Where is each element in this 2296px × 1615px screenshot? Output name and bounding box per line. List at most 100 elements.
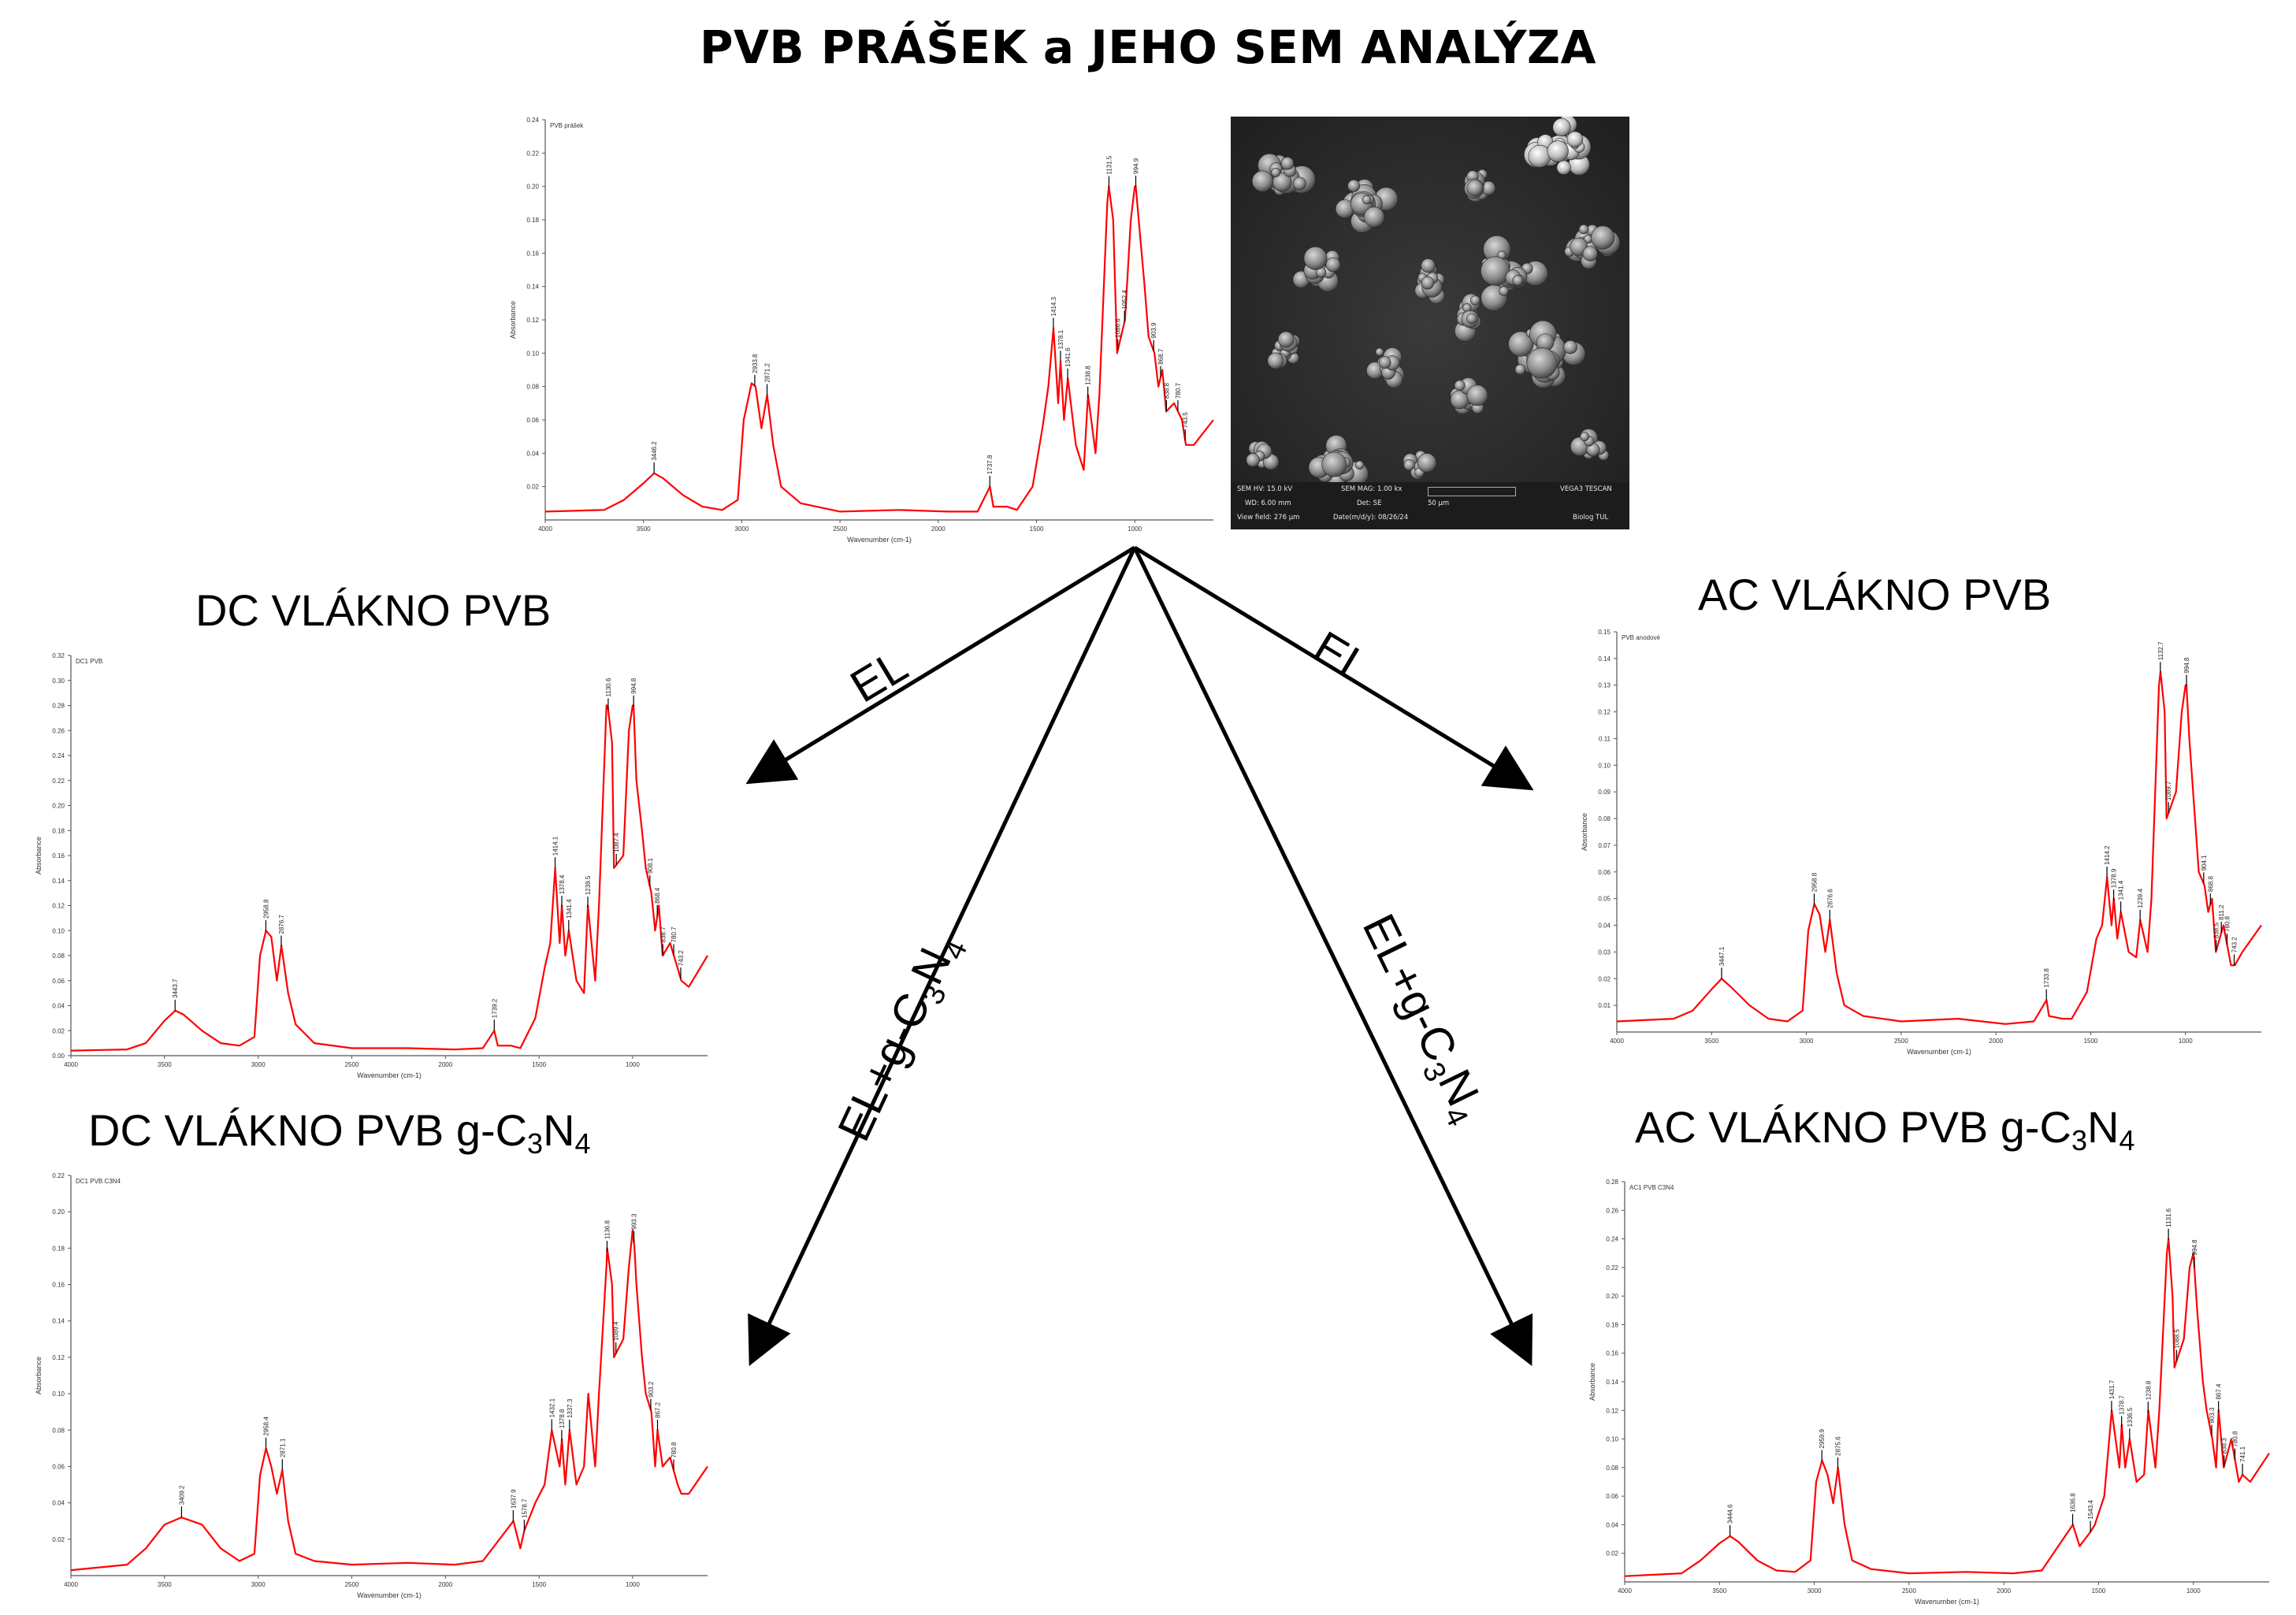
peak-label: 3447.1	[1718, 946, 1726, 966]
peak-label: 1341.6	[1064, 347, 1072, 367]
y-tick-label: 0.08	[52, 952, 65, 960]
sem-particle-cluster	[1308, 435, 1369, 488]
y-tick-label: 0.04	[52, 1003, 65, 1010]
y-tick-label: 0.12	[526, 317, 539, 324]
sem-lab: Biolog TUL	[1573, 514, 1609, 522]
x-tick-label: 1000	[2186, 1587, 2201, 1595]
sem-particle-cluster	[1402, 450, 1437, 480]
spectrum-line	[70, 704, 708, 1052]
sem-wd: WD: 6.00 mm	[1245, 499, 1291, 507]
peak-label: 868.8	[2207, 876, 2214, 893]
sem-particle	[1362, 195, 1372, 205]
peak-label: 741.1	[2239, 1446, 2246, 1462]
y-tick-label: 0.22	[1606, 1264, 1618, 1272]
peak-label: 838.7	[659, 926, 667, 943]
peak-label: 903.9	[1150, 322, 1157, 339]
x-tick-label: 4000	[1610, 1038, 1624, 1045]
title-ac-fiber-pvb-gc3n4: AC VLÁKNO PVB g-C3N4	[1635, 1102, 2135, 1156]
peak-label: 1431.7	[2108, 1379, 2116, 1399]
y-tick-label: 0.20	[52, 803, 65, 810]
sem-micrograph-image: SEM HV: 15.0 kV WD: 6.00 mm View field: …	[1231, 117, 1629, 529]
sem-particle	[1582, 246, 1598, 262]
y-tick-label: 0.20	[52, 1208, 65, 1216]
x-tick-label: 2000	[438, 1061, 452, 1068]
sem-particle	[1246, 453, 1260, 467]
x-axis-label: Wavenumber (cm-1)	[1915, 1598, 1979, 1606]
peak-label: 1414.1	[552, 836, 559, 856]
peak-label: 994.8	[630, 678, 637, 694]
title-ac-fiber-pvb: AC VLÁKNO PVB	[1698, 570, 2052, 619]
peak-label: 1636.8	[2070, 1493, 2077, 1513]
arrow-el-right	[1133, 545, 1534, 791]
x-tick-label: 2000	[438, 1581, 452, 1588]
peak-label: 2959.9	[1819, 1429, 1826, 1449]
peak-label: 3444.6	[1727, 1504, 1734, 1524]
peak-label: 780.8	[2224, 915, 2231, 932]
sem-particle-cluster	[1335, 179, 1399, 233]
sem-particle	[1321, 451, 1347, 477]
peak-label: 1131.6	[2165, 1208, 2172, 1227]
sem-particle	[1466, 180, 1484, 196]
y-axis-label: Absorbance	[1588, 1363, 1596, 1401]
y-tick-label: 0.12	[52, 1354, 65, 1361]
arrow-elg-right	[1132, 546, 1533, 1366]
sem-particle	[1466, 384, 1488, 407]
y-tick-label: 0.18	[52, 1245, 65, 1252]
peak-label: 1378.1	[1057, 329, 1064, 349]
peak-label: 1131.5	[1105, 155, 1113, 174]
arrow-el-left	[745, 545, 1136, 785]
peak-label: 1086.6	[1115, 318, 1122, 338]
peak-label: 1052.4	[1121, 290, 1128, 310]
y-tick-label: 0.24	[1606, 1236, 1618, 1243]
y-tick-label: 0.18	[526, 217, 539, 224]
y-tick-label: 0.04	[1598, 923, 1611, 930]
y-tick-label: 0.12	[1606, 1407, 1618, 1414]
y-tick-label: 0.14	[52, 878, 65, 885]
y-tick-label: 0.14	[1598, 655, 1611, 663]
sem-particle	[1347, 180, 1360, 192]
y-tick-label: 0.00	[52, 1053, 65, 1060]
x-tick-label: 2000	[1989, 1038, 2003, 1045]
sem-particle-cluster	[1481, 235, 1548, 311]
peak-label: 2958.8	[262, 899, 269, 919]
x-tick-label: 1500	[1030, 525, 1044, 533]
sem-mag: SEM MAG: 1.00 kx	[1341, 485, 1402, 493]
sem-particle	[1512, 275, 1523, 286]
sem-particle	[1466, 313, 1477, 325]
peak-label: 994.8	[2183, 657, 2190, 674]
y-tick-label: 0.08	[526, 384, 539, 391]
y-tick-label: 0.11	[1599, 735, 1611, 742]
sem-hv: SEM HV: 15.0 kV	[1237, 485, 1293, 493]
x-tick-label: 1000	[626, 1581, 640, 1588]
x-tick-label: 2500	[1902, 1587, 1916, 1595]
x-axis-label: Wavenumber (cm-1)	[847, 536, 912, 544]
y-tick-label: 0.10	[1598, 762, 1611, 769]
x-tick-label: 3000	[251, 1061, 266, 1068]
y-tick-label: 0.03	[1598, 949, 1611, 956]
y-tick-label: 0.30	[52, 678, 65, 685]
peak-label: 1414.3	[1050, 296, 1057, 316]
x-tick-label: 2000	[1997, 1587, 2011, 1595]
sem-particle	[1566, 131, 1584, 148]
x-tick-label: 3500	[158, 1581, 172, 1588]
trace-label: DC1 PVB C3N4	[76, 1178, 121, 1185]
sem-particle	[1469, 295, 1481, 306]
y-tick-label: 0.26	[1606, 1207, 1618, 1214]
peak-label: 2871.1	[279, 1438, 286, 1457]
spectrum-dc-fiber-pvb-gc3n4: 0.02 0.04 0.06 0.08 0.10 0.12 0.14 0.16 0.18 0.20…	[30, 1166, 715, 1607]
peak-label: 1432.1	[548, 1398, 555, 1417]
sem-particle	[1526, 347, 1558, 379]
peak-label: 1578.7	[521, 1498, 528, 1518]
sem-particle	[1363, 206, 1385, 228]
y-tick-label: 0.28	[1606, 1179, 1618, 1186]
y-tick-label: 0.10	[52, 1390, 65, 1398]
peak-label: 1238.8	[1085, 366, 1092, 385]
peak-label: 994.8	[2191, 1239, 2198, 1256]
y-tick-label: 0.24	[526, 117, 539, 124]
x-tick-label: 3500	[637, 525, 651, 533]
peak-label: 1088.5	[2173, 1328, 2180, 1348]
sem-particle-cluster	[1251, 153, 1316, 195]
sem-particle	[1556, 160, 1571, 175]
peak-label: 1737.8	[986, 455, 994, 474]
y-tick-label: 0.04	[52, 1500, 65, 1507]
